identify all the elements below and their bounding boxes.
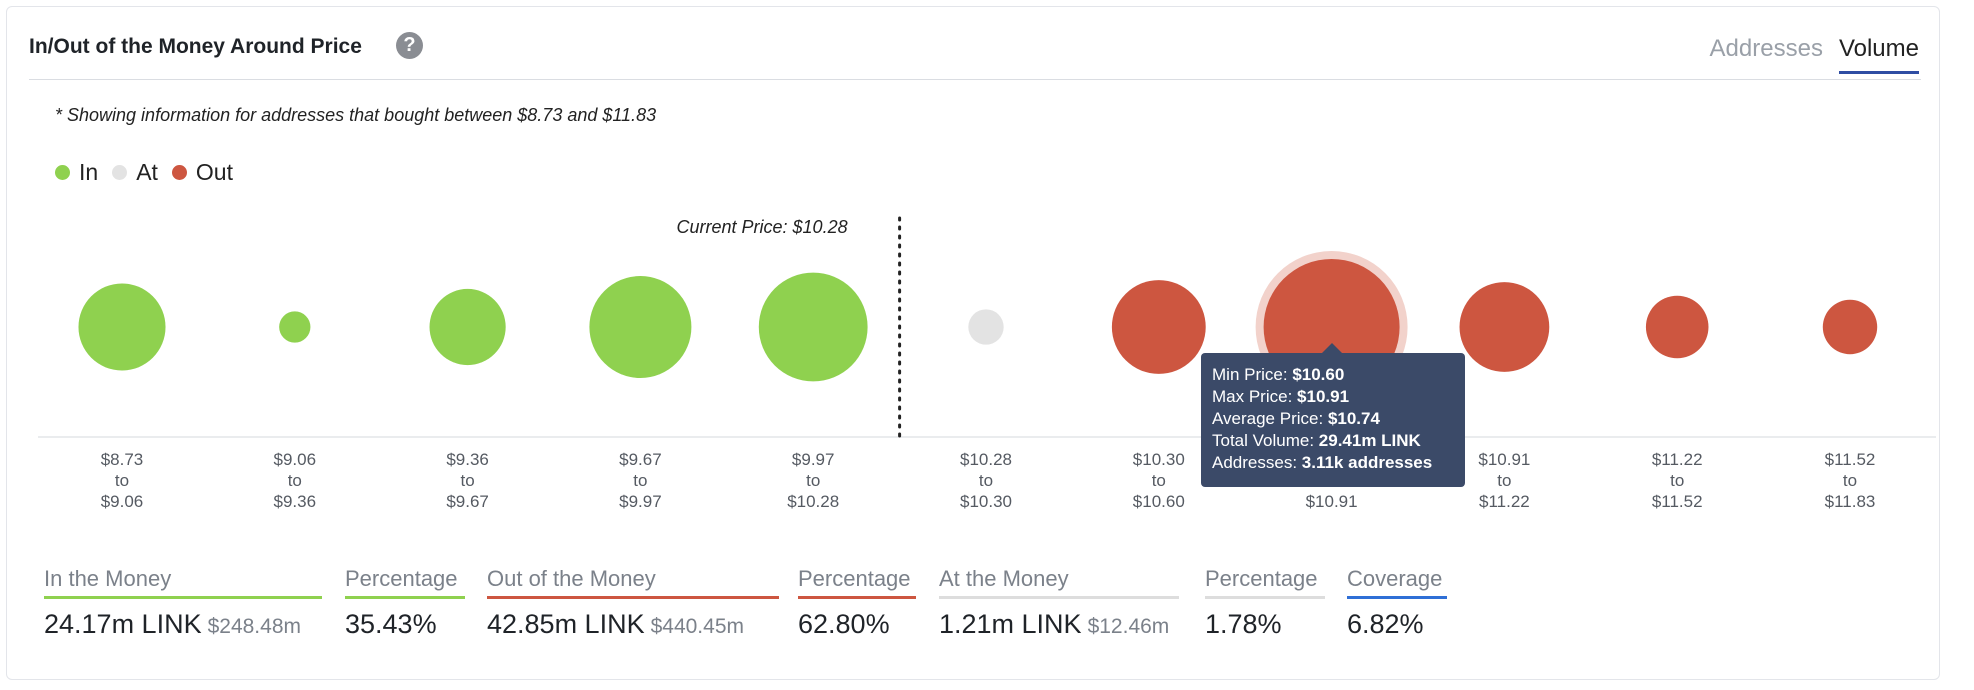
x-tick-label: $9.97 <box>619 492 662 511</box>
x-tick-label: $9.67 <box>619 450 662 469</box>
bubble-tooltip: Min Price: $10.60 Max Price: $10.91 Aver… <box>1201 343 1465 487</box>
chart-card: In/Out of the Money Around Price ? Addre… <box>6 6 1940 680</box>
bubble-out[interactable] <box>1645 295 1709 359</box>
stat-usd: $12.46m <box>1087 615 1170 638</box>
stat-value: 42.85m LINK <box>487 609 645 639</box>
stat-usd: $440.45m <box>650 615 744 638</box>
stat-value: 6.82% <box>1347 609 1424 639</box>
x-tick-label: to <box>979 471 993 490</box>
x-tick-label: $10.60 <box>1133 492 1185 511</box>
stat-label: Coverage <box>1347 566 1447 599</box>
stat-label: At the Money <box>939 566 1179 599</box>
x-tick-label: $9.36 <box>274 492 317 511</box>
legend-label-out: Out <box>195 159 233 185</box>
bubble-out[interactable] <box>1822 299 1878 355</box>
stat-label: Percentage <box>1205 566 1325 599</box>
stat-at-percentage: Percentage 1.78% <box>1205 566 1325 640</box>
bubble-in[interactable] <box>429 288 506 366</box>
bubble-in[interactable] <box>279 311 311 343</box>
x-tick-label: $10.28 <box>787 492 839 511</box>
stat-in-percentage: Percentage 35.43% <box>345 566 465 640</box>
question-icon[interactable]: ? <box>396 32 423 59</box>
legend-label-in: In <box>79 159 99 185</box>
view-tabs: Addresses Volume <box>1710 35 1919 74</box>
x-tick-label: $10.28 <box>960 450 1012 469</box>
stat-usd: $248.48m <box>207 615 301 638</box>
tab-volume[interactable]: Volume <box>1838 35 1919 74</box>
stat-in-the-money: In the Money 24.17m LINK $248.48m <box>44 566 322 640</box>
legend-dot-in <box>55 165 70 180</box>
tooltip-average-price: Average Price: $10.74 <box>1212 409 1380 428</box>
x-tick-label: $9.97 <box>792 450 835 469</box>
x-tick-label: $10.91 <box>1478 450 1530 469</box>
bubble-in[interactable] <box>758 272 868 382</box>
x-tick-label: $10.91 <box>1306 492 1358 511</box>
x-tick-label: to <box>1670 471 1684 490</box>
tooltip-total-volume: Total Volume: 29.41m LINK <box>1212 431 1421 450</box>
x-tick-label: to <box>1843 471 1857 490</box>
tooltip-addresses: Addresses: 3.11k addresses <box>1212 453 1433 472</box>
x-tick-label: $9.06 <box>274 450 317 469</box>
legend-item-in[interactable]: In <box>55 159 98 186</box>
bubble-out[interactable] <box>1459 282 1550 372</box>
legend-dot-at <box>112 165 128 180</box>
x-tick-label: $8.73 <box>101 450 144 469</box>
stat-value: 1.78% <box>1205 609 1282 639</box>
stat-label: Percentage <box>798 566 916 599</box>
legend-item-out[interactable]: Out <box>171 159 233 186</box>
current-price-label: Current Price: $10.28 <box>677 217 848 237</box>
bubble-in[interactable] <box>589 276 692 378</box>
bubble-out[interactable] <box>1111 280 1206 374</box>
bubble-in[interactable] <box>78 283 166 371</box>
x-tick-label: $10.30 <box>1133 450 1185 469</box>
x-tick-label: to <box>1152 471 1166 490</box>
stat-label: Out of the Money <box>487 566 779 599</box>
x-tick-label: $11.52 <box>1652 492 1703 511</box>
x-tick-label: $11.22 <box>1479 492 1530 511</box>
header-divider <box>29 79 1921 80</box>
chart-title: In/Out of the Money Around Price <box>29 35 362 58</box>
stat-out-of-the-money: Out of the Money 42.85m LINK $440.45m <box>487 566 779 640</box>
legend: In At Out <box>55 159 247 186</box>
stat-coverage: Coverage 6.82% <box>1347 566 1447 640</box>
stat-label: Percentage <box>345 566 465 599</box>
stat-value: 62.80% <box>798 609 890 639</box>
legend-label-at: At <box>136 159 158 185</box>
x-tick-label: $9.06 <box>101 492 144 511</box>
tab-addresses[interactable]: Addresses <box>1709 35 1823 62</box>
x-tick-label: to <box>633 471 647 490</box>
stat-out-percentage: Percentage 62.80% <box>798 566 916 640</box>
x-tick-label: $9.36 <box>446 450 489 469</box>
x-tick-label: $10.30 <box>960 492 1012 511</box>
range-note: * Showing information for addresses that… <box>55 105 657 125</box>
stat-value: 1.21m LINK <box>939 609 1082 639</box>
x-tick-label: to <box>288 471 302 490</box>
tooltip-max-price: Max Price: $10.91 <box>1212 387 1350 406</box>
x-tick-label: $9.67 <box>446 492 489 511</box>
x-tick-label: $11.52 <box>1825 450 1876 469</box>
stat-value: 24.17m LINK <box>44 609 202 639</box>
legend-item-at[interactable]: At <box>112 159 158 186</box>
legend-dot-out <box>171 165 187 180</box>
x-tick-label: to <box>1497 471 1511 490</box>
bubble-at[interactable] <box>968 309 1004 345</box>
x-tick-label: $11.22 <box>1652 450 1703 469</box>
stat-label: In the Money <box>44 566 322 599</box>
x-tick-label: $11.83 <box>1825 492 1876 511</box>
tooltip-arrow <box>1322 343 1342 353</box>
tooltip-min-price: Min Price: $10.60 <box>1212 365 1345 384</box>
stat-at-the-money: At the Money 1.21m LINK $12.46m <box>939 566 1179 640</box>
x-tick-label: to <box>806 471 820 490</box>
x-tick-label: to <box>115 471 129 490</box>
x-tick-label: to <box>461 471 475 490</box>
stat-value: 35.43% <box>345 609 437 639</box>
